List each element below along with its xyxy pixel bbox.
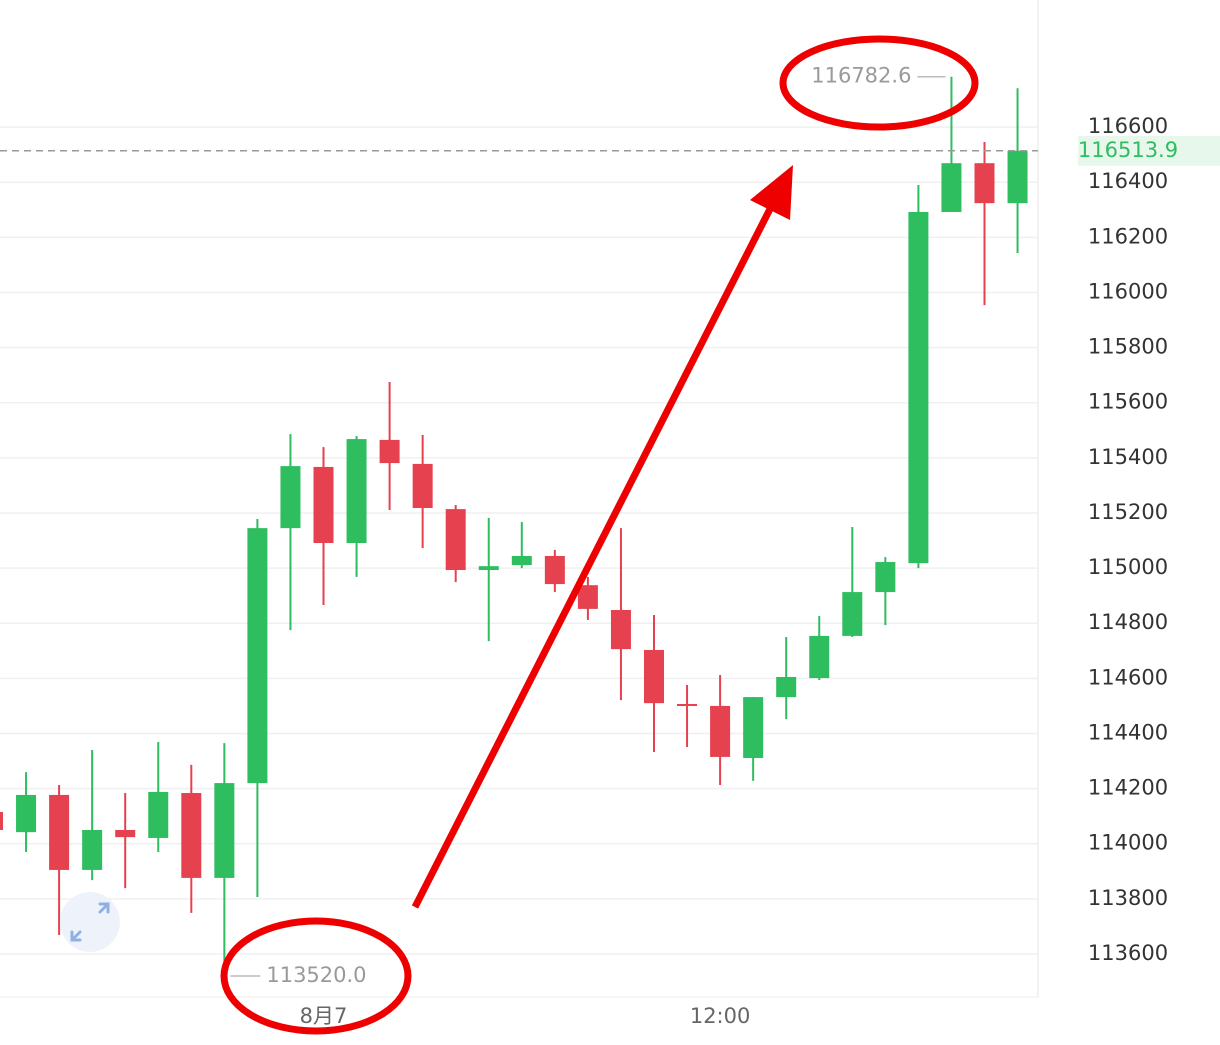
candle-body	[379, 439, 400, 464]
y-tick-label: 116000	[1088, 279, 1168, 303]
y-tick-label: 114800	[1088, 610, 1168, 634]
candle-body	[16, 794, 37, 833]
arrow-head	[750, 165, 793, 220]
candle-body	[247, 528, 268, 784]
candle-body	[644, 649, 664, 704]
x-tick-label: 12:00	[690, 1004, 751, 1028]
candle-body	[544, 555, 565, 585]
candle-body	[776, 676, 797, 698]
highlight-ellipse	[779, 35, 979, 131]
y-tick-label: 116400	[1088, 169, 1168, 193]
y-tick-label: 115800	[1088, 335, 1168, 359]
candle-body	[313, 466, 334, 544]
expand-button[interactable]	[60, 892, 120, 952]
expand-button-bg[interactable]	[60, 892, 120, 952]
candle-body	[974, 163, 995, 204]
labels: 113600 113800 114000 114200 114400 114600 1148…	[230, 64, 1220, 1028]
candle-body	[743, 697, 764, 759]
x-tick-label: 8月7	[300, 1004, 348, 1028]
candle-body	[445, 509, 466, 571]
candle-body	[181, 793, 202, 878]
candle-body	[49, 794, 70, 870]
y-tick-label: 116600	[1088, 114, 1168, 138]
expand-icon[interactable]	[70, 902, 110, 942]
y-tick-label: 116200	[1088, 224, 1168, 248]
y-tick-label: 114600	[1088, 665, 1168, 689]
last-price-label: 116513.9	[1078, 138, 1178, 162]
candle-body	[875, 562, 896, 593]
y-tick-label: 114000	[1088, 831, 1168, 855]
grid	[0, 126, 1038, 955]
highlight-ellipse	[220, 917, 412, 1035]
candle-body	[1007, 150, 1028, 204]
y-tick-label: 115400	[1088, 445, 1168, 469]
y-tick-label: 113800	[1088, 886, 1168, 910]
candle-body	[148, 791, 169, 838]
max-label: 116782.6	[811, 64, 911, 88]
y-tick-label: 114200	[1088, 776, 1168, 800]
candle-body	[677, 703, 698, 706]
candle-body	[82, 829, 103, 870]
candle-body	[941, 163, 962, 212]
candle-body	[214, 783, 235, 878]
candle-body	[478, 566, 499, 571]
min-label: 113520.0	[266, 963, 366, 987]
candle-body	[842, 592, 863, 636]
candle-body	[280, 466, 301, 529]
candle-body	[809, 635, 830, 679]
candle-body	[610, 609, 631, 650]
candle-body	[908, 211, 929, 564]
candle-body	[0, 812, 3, 830]
candles	[0, 76, 1038, 977]
y-tick-label: 114400	[1088, 720, 1168, 744]
annotations	[220, 35, 979, 1035]
y-tick-label: 115200	[1088, 500, 1168, 524]
y-tick-label: 113600	[1088, 941, 1168, 965]
last-price-bg	[1078, 135, 1220, 166]
candle-body	[412, 463, 433, 509]
arrow-line	[411, 203, 776, 909]
candle-body	[577, 585, 598, 609]
candle-body	[346, 439, 367, 544]
y-tick-label: 115000	[1088, 555, 1168, 579]
candle-body	[710, 705, 731, 757]
candle-body	[115, 829, 136, 838]
candle-body	[511, 555, 532, 566]
y-tick-label: 115600	[1088, 390, 1168, 414]
